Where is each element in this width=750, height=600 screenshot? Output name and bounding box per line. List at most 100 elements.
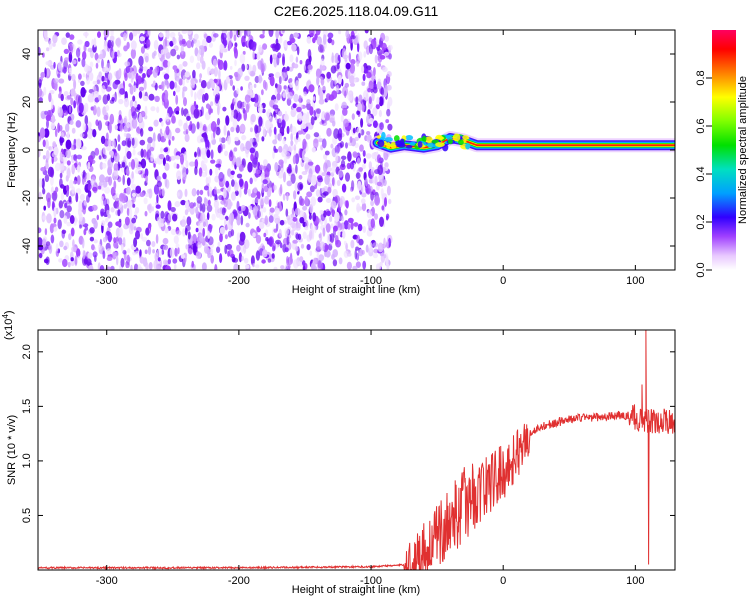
- noise-speckle: [59, 164, 65, 171]
- noise-speckle: [239, 179, 244, 188]
- noise-speckle: [48, 92, 52, 103]
- noise-speckle: [286, 256, 289, 266]
- noise-speckle: [264, 195, 269, 205]
- noise-speckle: [225, 180, 230, 188]
- noise-speckle: [278, 228, 282, 238]
- noise-speckle: [178, 78, 183, 86]
- noise-speckle: [352, 127, 356, 134]
- noise-speckle: [107, 139, 112, 147]
- noise-speckle: [101, 162, 107, 169]
- noise-speckle: [69, 215, 75, 224]
- noise-speckle: [159, 147, 164, 154]
- noise-speckle: [306, 244, 311, 251]
- noise-speckle: [199, 202, 203, 212]
- noise-speckle: [66, 95, 72, 100]
- noise-speckle: [126, 150, 132, 160]
- noise-speckle: [320, 187, 326, 193]
- noise-speckle: [324, 244, 329, 251]
- noise-speckle: [92, 251, 98, 258]
- noise-speckle: [170, 155, 176, 161]
- noise-speckle: [362, 260, 367, 270]
- noise-speckle: [211, 213, 216, 221]
- noise-speckle: [384, 84, 389, 94]
- noise-speckle: [363, 90, 369, 101]
- noise-speckle: [237, 67, 243, 78]
- noise-speckle: [222, 144, 226, 149]
- noise-speckle: [68, 44, 73, 55]
- noise-speckle: [162, 172, 167, 180]
- noise-speckle: [177, 247, 180, 255]
- noise-speckle: [156, 106, 160, 113]
- noise-speckle: [268, 30, 274, 38]
- noise-speckle: [194, 79, 198, 84]
- noise-speckle: [196, 121, 200, 130]
- noise-speckle: [350, 239, 355, 249]
- noise-speckle: [134, 102, 138, 109]
- noise-speckle: [192, 69, 196, 79]
- noise-speckle: [41, 178, 45, 189]
- noise-speckle: [295, 164, 298, 174]
- noise-speckle: [131, 192, 137, 197]
- noise-speckle: [223, 60, 228, 71]
- noise-speckle: [176, 192, 180, 197]
- noise-speckle: [43, 128, 50, 138]
- noise-speckle: [330, 79, 335, 89]
- noise-speckle: [119, 88, 126, 95]
- noise-speckle: [261, 259, 266, 264]
- noise-speckle: [330, 200, 337, 209]
- noise-speckle: [165, 154, 170, 162]
- noise-speckle: [143, 44, 148, 49]
- noise-speckle: [61, 229, 67, 234]
- noise-speckle: [230, 103, 235, 111]
- noise-speckle: [100, 208, 105, 216]
- noise-speckle: [58, 78, 65, 84]
- noise-speckle: [101, 58, 104, 69]
- noise-speckle: [272, 150, 275, 159]
- noise-speckle: [73, 154, 78, 161]
- noise-speckle: [186, 115, 191, 121]
- noise-speckle: [65, 149, 71, 159]
- noise-speckle: [68, 195, 72, 203]
- noise-speckle: [42, 139, 46, 148]
- noise-speckle: [225, 76, 230, 84]
- noise-speckle: [247, 188, 251, 197]
- noise-speckle: [38, 87, 43, 97]
- noise-speckle: [286, 236, 290, 246]
- noise-speckle: [230, 126, 235, 133]
- noise-speckle: [271, 182, 275, 193]
- tone-blob: [384, 137, 393, 142]
- noise-speckle: [92, 186, 98, 192]
- noise-speckle: [226, 243, 233, 250]
- noise-speckle: [292, 239, 298, 244]
- noise-speckle: [163, 47, 169, 56]
- noise-speckle: [331, 39, 335, 46]
- noise-speckle: [82, 73, 86, 78]
- tone-blob: [405, 135, 414, 141]
- noise-speckle: [312, 212, 317, 222]
- noise-speckle: [58, 86, 62, 92]
- snr-series-line: [38, 330, 675, 570]
- noise-speckle: [165, 112, 170, 122]
- noise-speckle: [51, 186, 54, 194]
- noise-speckle: [46, 213, 52, 224]
- noise-speckle: [233, 263, 239, 270]
- noise-speckle: [173, 235, 179, 245]
- noise-speckle: [360, 118, 364, 128]
- noise-speckle: [48, 244, 53, 254]
- noise-speckle: [100, 135, 106, 145]
- noise-speckle: [255, 234, 262, 244]
- noise-speckle: [117, 144, 121, 152]
- noise-speckle: [87, 161, 91, 170]
- noise-speckle: [115, 236, 119, 242]
- noise-speckle: [117, 50, 120, 57]
- noise-speckle: [273, 228, 278, 233]
- noise-speckle: [44, 110, 48, 115]
- noise-speckle: [63, 48, 70, 55]
- noise-speckle: [219, 43, 225, 54]
- noise-speckle: [324, 150, 330, 156]
- noise-speckle: [156, 180, 162, 188]
- noise-speckle: [194, 159, 199, 169]
- noise-speckle: [353, 78, 357, 83]
